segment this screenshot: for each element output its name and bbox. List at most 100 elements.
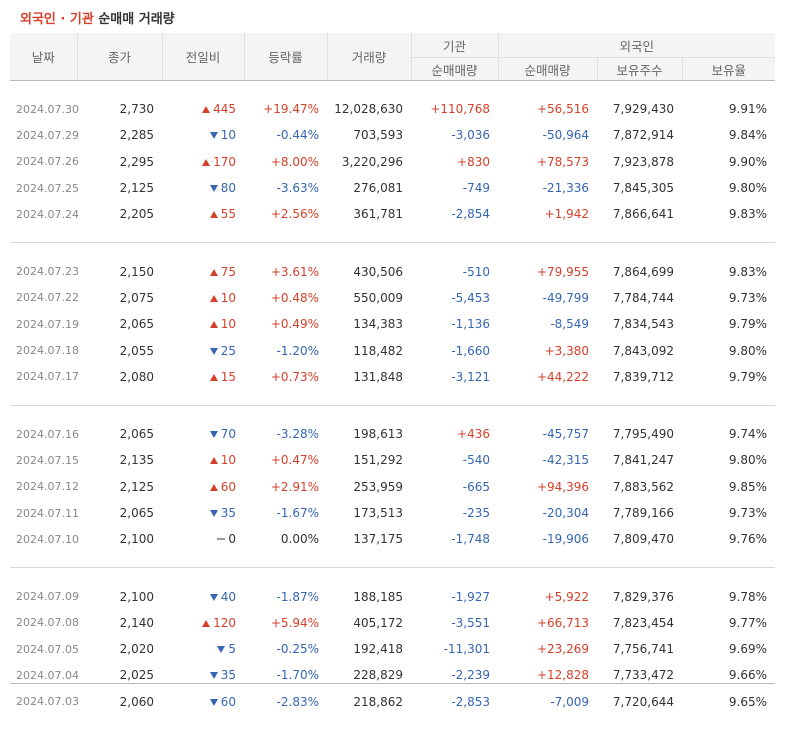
- cell-date: 2024.07.17: [16, 370, 79, 384]
- table-row: 2024.07.11 2,065 35 -1.67% 173,513 -235 -20,30…: [10, 500, 775, 526]
- cell-date: 2024.07.08: [16, 616, 79, 630]
- table-row: 2024.07.16 2,065 70 -3.28% 198,613 +436 -45,75…: [10, 421, 775, 447]
- flat-dash-icon: [217, 538, 226, 541]
- cell-volume: 361,781: [353, 207, 403, 222]
- up-arrow-icon: [202, 158, 211, 166]
- cell-date: 2024.07.16: [16, 427, 79, 441]
- cell-date: 2024.07.18: [16, 344, 79, 358]
- cell-change: 75: [162, 258, 244, 284]
- cell-close: 2,065: [119, 506, 154, 520]
- col-header-rate: 등락률: [243, 33, 327, 81]
- cell-date: 2024.07.09: [16, 590, 79, 604]
- cell-close: 2,020: [119, 642, 154, 657]
- change-value: 60: [220, 694, 236, 709]
- cell-foreign-ratio: 9.76%: [728, 532, 767, 547]
- cell-volume: 218,862: [353, 694, 403, 709]
- table-body: 2024.07.30 2,730 445 +19.47% 12,028,630 +110,…: [10, 81, 775, 730]
- cell-close: 2,205: [119, 207, 154, 222]
- up-arrow-icon: [209, 211, 218, 219]
- up-arrow-icon: [209, 268, 218, 276]
- cell-inst-net: -11,301: [443, 642, 490, 657]
- cell-volume: 276,081: [353, 181, 403, 196]
- down-arrow-icon: [209, 593, 218, 601]
- cell-change: 80: [162, 175, 244, 201]
- cell-change: 10: [162, 285, 244, 311]
- cell-volume: 134,383: [353, 317, 403, 332]
- cell-change: 5: [162, 636, 244, 662]
- cell-date: 2024.07.10: [16, 532, 79, 546]
- change-value: 35: [220, 506, 236, 520]
- col-header-close: 종가: [76, 33, 162, 81]
- cell-inst-net: -2,854: [451, 207, 490, 222]
- cell-inst-net: -2,853: [451, 694, 490, 709]
- cell-inst-net: -2,239: [451, 668, 490, 683]
- cell-inst-net: +830: [457, 154, 490, 169]
- cell-foreign-net: -8,549: [550, 317, 589, 332]
- cell-rate: -3.63%: [276, 181, 319, 196]
- change-value: 10: [220, 453, 236, 468]
- cell-rate: -2.83%: [276, 694, 319, 709]
- cell-change: 445: [162, 96, 244, 122]
- cell-date: 2024.07.19: [16, 317, 79, 331]
- cell-foreign-ratio: 9.65%: [728, 694, 767, 709]
- cell-foreign-net: +12,828: [536, 668, 589, 683]
- cell-foreign-ratio: 9.66%: [728, 668, 767, 683]
- table-row: 2024.07.25 2,125 80 -3.63% 276,081 -749 -21,33…: [10, 175, 775, 201]
- table-row: 2024.07.08 2,140 120 +5.94% 405,172 -3,551 +66…: [10, 610, 775, 636]
- col-header-change: 전일비: [161, 33, 244, 81]
- col-header-foreign-ratio: 보유율: [681, 57, 775, 81]
- cell-rate: -1.67%: [276, 506, 319, 520]
- cell-foreign-net: -49,799: [542, 290, 589, 305]
- table-bottom-border: [10, 683, 775, 684]
- table-row: 2024.07.09 2,100 40 -1.87% 188,185 -1,927 +5,9…: [10, 583, 775, 609]
- cell-rate: +5.94%: [270, 615, 319, 630]
- cell-change: 25: [162, 337, 244, 363]
- cell-change: 15: [162, 364, 244, 390]
- down-arrow-icon: [209, 672, 218, 680]
- cell-volume: 12,028,630: [334, 102, 403, 117]
- table-row: 2024.07.18 2,055 25 -1.20% 118,482 -1,660 +3,3…: [10, 337, 775, 363]
- change-value: 25: [220, 343, 236, 358]
- cell-volume: 198,613: [353, 427, 403, 442]
- table-row: 2024.07.24 2,205 55 +2.56% 361,781 -2,854 +1,9…: [10, 201, 775, 227]
- cell-foreign-shares: 7,784,744: [612, 290, 674, 305]
- cell-close: 2,285: [119, 128, 154, 143]
- cell-inst-net: +436: [457, 427, 490, 442]
- cell-change: 40: [162, 583, 244, 609]
- cell-foreign-shares: 7,756,741: [612, 642, 674, 657]
- cell-foreign-net: -50,964: [542, 128, 589, 143]
- cell-change: 60: [162, 689, 244, 715]
- up-arrow-icon: [209, 294, 218, 302]
- cell-volume: 151,292: [353, 453, 403, 468]
- up-arrow-icon: [202, 619, 211, 627]
- cell-foreign-net: -20,304: [542, 506, 589, 520]
- cell-rate: +3.61%: [270, 264, 319, 279]
- cell-foreign-shares: 7,720,644: [612, 694, 674, 709]
- change-value: 5: [228, 642, 236, 657]
- down-arrow-icon: [217, 646, 226, 654]
- cell-foreign-shares: 7,789,166: [612, 506, 674, 520]
- cell-foreign-shares: 7,843,092: [612, 343, 674, 358]
- col-group-foreign: 외국인: [497, 33, 775, 58]
- cell-foreign-ratio: 9.83%: [728, 264, 767, 279]
- change-value: 10: [220, 128, 236, 143]
- cell-close: 2,125: [119, 181, 154, 196]
- cell-change: 70: [162, 421, 244, 447]
- cell-date: 2024.07.25: [16, 181, 79, 195]
- cell-rate: +8.00%: [270, 154, 319, 169]
- cell-foreign-net: -19,906: [542, 532, 589, 547]
- change-value: 10: [220, 317, 236, 332]
- cell-close: 2,125: [119, 479, 154, 494]
- cell-inst-net: -3,551: [451, 615, 490, 630]
- cell-foreign-net: +44,222: [536, 369, 589, 384]
- cell-foreign-shares: 7,829,376: [612, 589, 674, 604]
- up-arrow-icon: [209, 321, 218, 329]
- table-row: 2024.07.29 2,285 10 -0.44% 703,593 -3,036 -50,…: [10, 122, 775, 148]
- cell-rate: +0.73%: [270, 369, 319, 384]
- cell-foreign-shares: 7,834,543: [612, 317, 674, 332]
- table-row: 2024.07.15 2,135 10 +0.47% 151,292 -540 -42,31…: [10, 447, 775, 473]
- cell-close: 2,150: [119, 264, 154, 279]
- change-value: 80: [220, 181, 236, 196]
- down-arrow-icon: [209, 431, 218, 439]
- cell-close: 2,065: [119, 317, 154, 332]
